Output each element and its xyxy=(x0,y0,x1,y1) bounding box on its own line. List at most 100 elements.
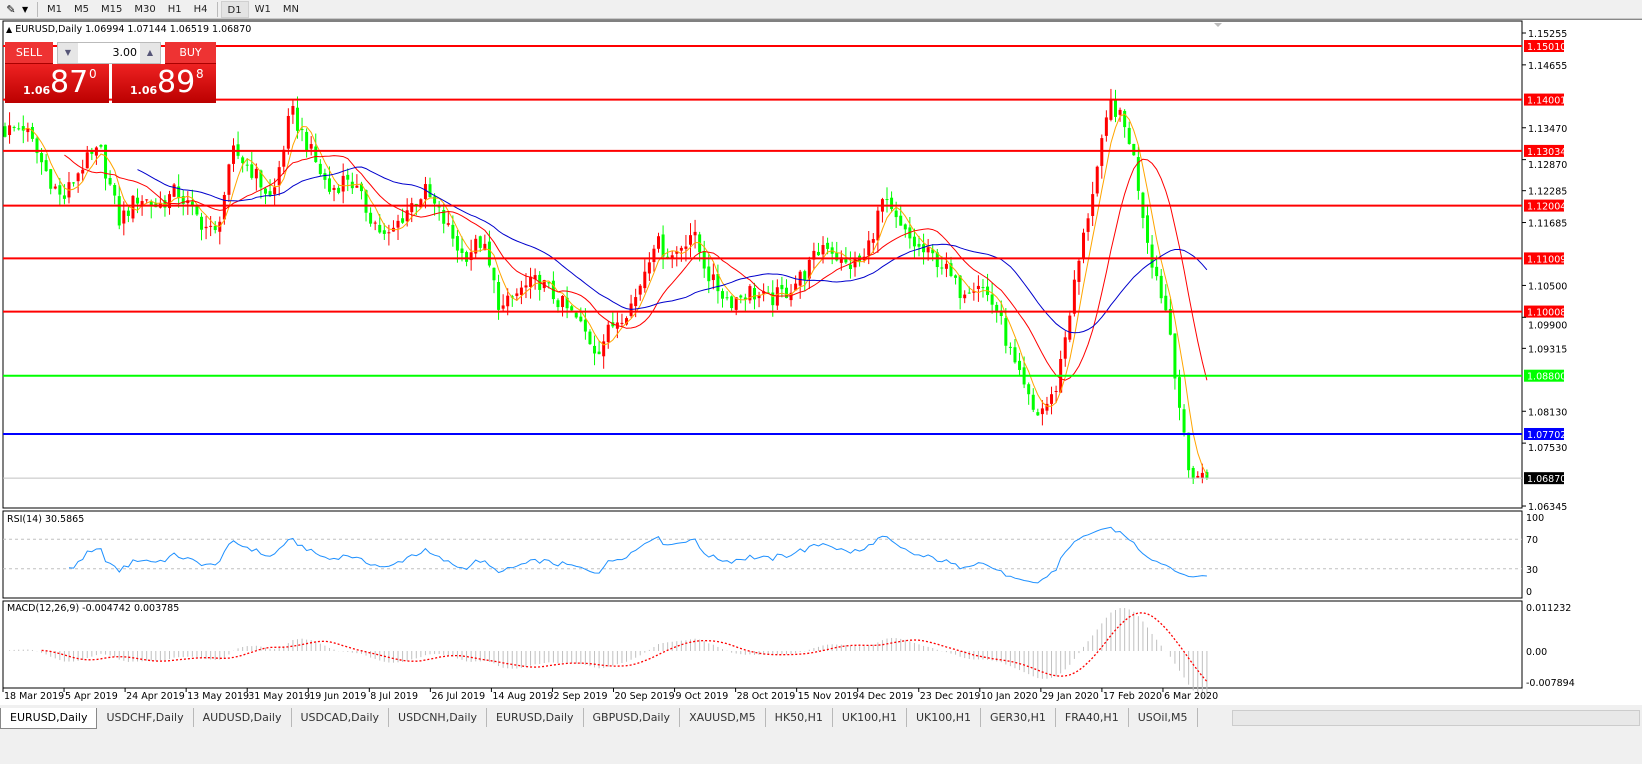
sell-button[interactable]: SELL xyxy=(5,42,53,64)
candle-body xyxy=(273,187,277,195)
candle-body xyxy=(593,345,597,354)
candle-body xyxy=(277,167,281,186)
timeframe-m5[interactable]: M5 xyxy=(74,3,89,15)
chart-canvas[interactable]: 1.15010 1.14001 1.13034 1.12004 1.11009 1.100… xyxy=(0,1,1642,702)
candle xyxy=(707,253,711,294)
candle-body xyxy=(949,263,953,276)
candle xyxy=(382,223,386,240)
chart-window[interactable]: 1.15010 1.14001 1.13034 1.12004 1.11009 1.100… xyxy=(0,19,1642,705)
candle xyxy=(76,172,80,193)
candle-body xyxy=(168,194,172,209)
candle-body xyxy=(707,266,711,282)
candle-body xyxy=(752,288,756,300)
candle xyxy=(455,229,459,263)
chart-tab[interactable]: GBPUSD,Daily xyxy=(583,708,681,727)
candle xyxy=(410,197,414,223)
buy-price-button[interactable]: 1.06 89 8 xyxy=(112,64,216,103)
buy-button[interactable]: BUY xyxy=(165,42,216,64)
candle-body xyxy=(1063,337,1067,359)
ma-mid-line xyxy=(64,154,1208,381)
candle-body xyxy=(844,258,848,263)
chart-tab[interactable]: FRA40,H1 xyxy=(1055,708,1129,727)
candle xyxy=(579,307,583,323)
timeframe-d1[interactable]: D1 xyxy=(220,0,249,18)
timeframe-w1[interactable]: W1 xyxy=(254,3,271,15)
candle xyxy=(181,190,185,216)
hline-price-label: 1.12004 xyxy=(1527,202,1566,213)
hline-price-label: 1.15010 xyxy=(1527,42,1566,53)
chart-tab[interactable]: UK100,H1 xyxy=(906,708,981,727)
decrease-lot-icon[interactable]: ▼ xyxy=(58,43,78,63)
candle-body xyxy=(378,224,382,233)
candle-body xyxy=(606,324,610,343)
candle-body xyxy=(140,201,144,205)
candle-body xyxy=(108,177,112,185)
candle xyxy=(387,224,391,246)
candle xyxy=(136,188,140,214)
dropdown-arrow-icon[interactable]: ▼ xyxy=(22,4,29,14)
chart-tab[interactable]: GER30,H1 xyxy=(980,708,1056,727)
chart-tab[interactable]: USOil,M5 xyxy=(1128,708,1198,727)
candle-body xyxy=(163,200,167,208)
chart-tab[interactable]: USDCNH,Daily xyxy=(389,708,488,727)
candle-body xyxy=(657,236,661,249)
timeframe-m15[interactable]: M15 xyxy=(101,3,123,15)
chart-tab[interactable]: EURUSD,Daily xyxy=(487,708,584,727)
candle-body xyxy=(771,292,775,306)
chart-tab[interactable]: EURUSD,Daily xyxy=(0,708,98,729)
timeframe-mn[interactable]: MN xyxy=(282,3,299,15)
candle-body xyxy=(455,236,459,251)
candle-body xyxy=(725,297,729,299)
date-label: 18 Mar 2019 xyxy=(4,691,64,702)
horizontal-scrollbar[interactable] xyxy=(1232,710,1640,726)
candle-body xyxy=(332,187,336,190)
timeframe-m1[interactable]: M1 xyxy=(47,3,62,15)
candle xyxy=(1164,284,1168,313)
candle xyxy=(474,234,478,259)
candle xyxy=(227,163,231,203)
candle xyxy=(515,288,519,301)
price-tick-label: 1.07530 xyxy=(1528,443,1567,454)
candle xyxy=(784,279,788,299)
candle xyxy=(3,122,7,138)
rsi-tick-label: 100 xyxy=(1526,513,1544,524)
candle xyxy=(433,193,437,216)
candle-body xyxy=(30,126,34,139)
candle-body xyxy=(1114,100,1118,117)
chart-tab[interactable]: UK100,H1 xyxy=(832,708,907,727)
increase-lot-icon[interactable]: ▲ xyxy=(140,43,160,63)
candle xyxy=(451,215,455,247)
candle xyxy=(53,183,57,190)
chart-tab[interactable]: XAUUSD,M5 xyxy=(680,708,766,727)
price-label-bg xyxy=(1524,93,1564,106)
candle-body xyxy=(428,184,432,198)
timeframe-m30[interactable]: M30 xyxy=(134,3,156,15)
candle-body xyxy=(136,197,140,204)
candle xyxy=(593,335,597,366)
candle-body xyxy=(762,291,766,294)
drawing-tools-icon[interactable]: ✎ xyxy=(6,2,16,16)
candle xyxy=(812,242,816,270)
date-label: 6 Mar 2020 xyxy=(1164,691,1218,702)
candle-body xyxy=(49,169,53,189)
date-label: 2 Sep 2019 xyxy=(553,691,607,702)
candle-body xyxy=(903,224,907,230)
candle xyxy=(1168,298,1172,336)
collapse-triangle-icon[interactable]: ▲ xyxy=(6,25,13,34)
candle-body xyxy=(1177,377,1181,408)
chart-tab[interactable]: AUDUSD,Daily xyxy=(193,708,292,727)
candle xyxy=(291,99,295,124)
chart-tab[interactable]: USDCHF,Daily xyxy=(97,708,194,727)
lot-size-stepper[interactable]: ▼ 3.00 ▲ xyxy=(57,42,161,64)
rsi-tick-label: 70 xyxy=(1526,535,1538,546)
candle xyxy=(177,174,181,208)
timeframe-h1[interactable]: H1 xyxy=(167,3,182,15)
sell-price-button[interactable]: 1.06 87 0 xyxy=(5,64,109,103)
candle xyxy=(204,216,208,240)
timeframe-h4[interactable]: H4 xyxy=(193,3,208,15)
chart-tab[interactable]: USDCAD,Daily xyxy=(291,708,390,727)
chart-tab[interactable]: HK50,H1 xyxy=(765,708,833,727)
lot-size-input[interactable]: 3.00 xyxy=(112,46,138,59)
candle-body xyxy=(515,293,519,296)
candle-body xyxy=(556,300,560,308)
